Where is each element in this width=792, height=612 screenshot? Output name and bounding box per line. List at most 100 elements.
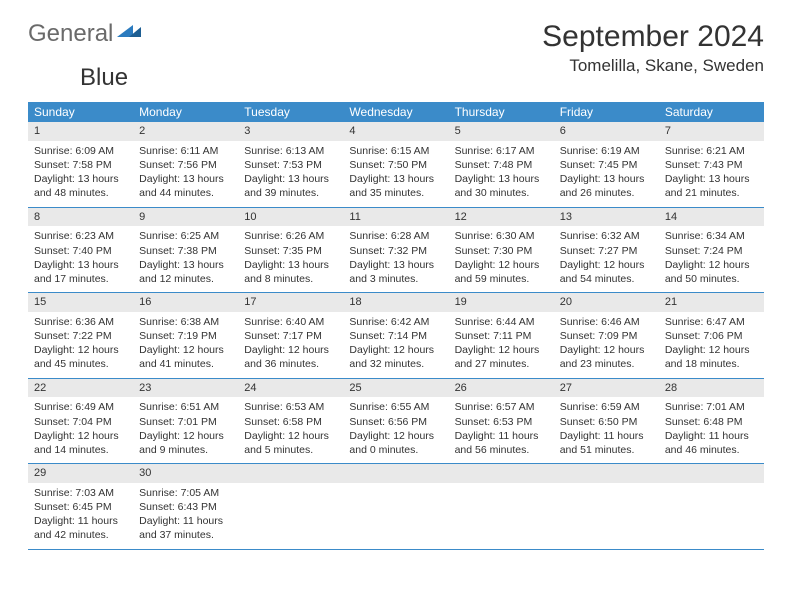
day-cell: 7Sunrise: 6:21 AMSunset: 7:43 PMDaylight… [659, 122, 764, 207]
sunset-text: Sunset: 6:53 PM [455, 415, 548, 429]
daylight-text: Daylight: 11 hours and 46 minutes. [665, 429, 758, 457]
weeks-container: 1Sunrise: 6:09 AMSunset: 7:58 PMDaylight… [28, 122, 764, 550]
sunrise-text: Sunrise: 6:46 AM [560, 315, 653, 329]
sunrise-text: Sunrise: 6:51 AM [139, 400, 232, 414]
week-row: 29Sunrise: 7:03 AMSunset: 6:45 PMDayligh… [28, 464, 764, 550]
day-number: 25 [343, 379, 448, 398]
day-body [238, 483, 343, 531]
sunset-text: Sunset: 7:24 PM [665, 244, 758, 258]
day-cell: 26Sunrise: 6:57 AMSunset: 6:53 PMDayligh… [449, 379, 554, 464]
week-row: 22Sunrise: 6:49 AMSunset: 7:04 PMDayligh… [28, 379, 764, 465]
logo-mark-icon [117, 20, 141, 48]
sunrise-text: Sunrise: 6:36 AM [34, 315, 127, 329]
day-body: Sunrise: 6:47 AMSunset: 7:06 PMDaylight:… [659, 312, 764, 378]
day-cell: 8Sunrise: 6:23 AMSunset: 7:40 PMDaylight… [28, 208, 133, 293]
day-body: Sunrise: 6:15 AMSunset: 7:50 PMDaylight:… [343, 141, 448, 207]
day-number: 11 [343, 208, 448, 227]
sunset-text: Sunset: 7:17 PM [244, 329, 337, 343]
day-number: 15 [28, 293, 133, 312]
day-number: 20 [554, 293, 659, 312]
day-number: 21 [659, 293, 764, 312]
sunset-text: Sunset: 6:56 PM [349, 415, 442, 429]
day-body: Sunrise: 6:13 AMSunset: 7:53 PMDaylight:… [238, 141, 343, 207]
sunset-text: Sunset: 7:19 PM [139, 329, 232, 343]
week-row: 1Sunrise: 6:09 AMSunset: 7:58 PMDaylight… [28, 122, 764, 208]
day-number: 1 [28, 122, 133, 141]
day-number [449, 464, 554, 483]
sunrise-text: Sunrise: 6:23 AM [34, 229, 127, 243]
dow-header-row: Sunday Monday Tuesday Wednesday Thursday… [28, 102, 764, 122]
daylight-text: Daylight: 11 hours and 37 minutes. [139, 514, 232, 542]
daylight-text: Daylight: 11 hours and 56 minutes. [455, 429, 548, 457]
sunrise-text: Sunrise: 6:30 AM [455, 229, 548, 243]
sunrise-text: Sunrise: 6:11 AM [139, 144, 232, 158]
sunrise-text: Sunrise: 6:17 AM [455, 144, 548, 158]
day-body: Sunrise: 6:53 AMSunset: 6:58 PMDaylight:… [238, 397, 343, 463]
sunset-text: Sunset: 7:43 PM [665, 158, 758, 172]
day-number: 6 [554, 122, 659, 141]
day-body: Sunrise: 6:40 AMSunset: 7:17 PMDaylight:… [238, 312, 343, 378]
day-cell: 24Sunrise: 6:53 AMSunset: 6:58 PMDayligh… [238, 379, 343, 464]
day-number [554, 464, 659, 483]
logo: General [28, 20, 141, 48]
day-cell: 15Sunrise: 6:36 AMSunset: 7:22 PMDayligh… [28, 293, 133, 378]
day-number: 24 [238, 379, 343, 398]
day-number: 22 [28, 379, 133, 398]
day-number: 30 [133, 464, 238, 483]
daylight-text: Daylight: 12 hours and 45 minutes. [34, 343, 127, 371]
day-cell [449, 464, 554, 549]
sunrise-text: Sunrise: 6:32 AM [560, 229, 653, 243]
day-number: 3 [238, 122, 343, 141]
logo-text-blue: Blue [80, 64, 128, 91]
daylight-text: Daylight: 13 hours and 21 minutes. [665, 172, 758, 200]
day-cell: 22Sunrise: 6:49 AMSunset: 7:04 PMDayligh… [28, 379, 133, 464]
sunset-text: Sunset: 6:50 PM [560, 415, 653, 429]
week-row: 15Sunrise: 6:36 AMSunset: 7:22 PMDayligh… [28, 293, 764, 379]
daylight-text: Daylight: 13 hours and 30 minutes. [455, 172, 548, 200]
sunset-text: Sunset: 7:53 PM [244, 158, 337, 172]
day-body: Sunrise: 6:30 AMSunset: 7:30 PMDaylight:… [449, 226, 554, 292]
day-number: 16 [133, 293, 238, 312]
day-number: 29 [28, 464, 133, 483]
day-number [343, 464, 448, 483]
day-body: Sunrise: 6:23 AMSunset: 7:40 PMDaylight:… [28, 226, 133, 292]
sunset-text: Sunset: 6:45 PM [34, 500, 127, 514]
daylight-text: Daylight: 11 hours and 42 minutes. [34, 514, 127, 542]
day-number: 5 [449, 122, 554, 141]
day-body: Sunrise: 6:42 AMSunset: 7:14 PMDaylight:… [343, 312, 448, 378]
daylight-text: Daylight: 12 hours and 18 minutes. [665, 343, 758, 371]
day-number: 19 [449, 293, 554, 312]
logo-text-general: General [28, 20, 113, 48]
day-cell: 11Sunrise: 6:28 AMSunset: 7:32 PMDayligh… [343, 208, 448, 293]
sunset-text: Sunset: 7:40 PM [34, 244, 127, 258]
day-body [659, 483, 764, 531]
sunrise-text: Sunrise: 6:25 AM [139, 229, 232, 243]
week-row: 8Sunrise: 6:23 AMSunset: 7:40 PMDaylight… [28, 208, 764, 294]
day-cell: 17Sunrise: 6:40 AMSunset: 7:17 PMDayligh… [238, 293, 343, 378]
sunrise-text: Sunrise: 6:34 AM [665, 229, 758, 243]
sunrise-text: Sunrise: 6:19 AM [560, 144, 653, 158]
day-cell: 12Sunrise: 6:30 AMSunset: 7:30 PMDayligh… [449, 208, 554, 293]
sunrise-text: Sunrise: 6:40 AM [244, 315, 337, 329]
daylight-text: Daylight: 12 hours and 5 minutes. [244, 429, 337, 457]
sunset-text: Sunset: 7:50 PM [349, 158, 442, 172]
day-cell: 29 Sunrise: 7:03 AMSunset: 6:45 PMDayligh… [28, 464, 133, 549]
day-number: 4 [343, 122, 448, 141]
day-body: Sunrise: 6:21 AMSunset: 7:43 PMDaylight:… [659, 141, 764, 207]
day-body: Sunrise: 6:11 AMSunset: 7:56 PMDaylight:… [133, 141, 238, 207]
daylight-text: Daylight: 12 hours and 54 minutes. [560, 258, 653, 286]
sunset-text: Sunset: 7:32 PM [349, 244, 442, 258]
day-body: Sunrise: 6:57 AMSunset: 6:53 PMDaylight:… [449, 397, 554, 463]
day-body: Sunrise: 7:05 AMSunset: 6:43 PMDaylight:… [133, 483, 238, 549]
sunrise-text: Sunrise: 6:09 AM [34, 144, 127, 158]
day-cell: 9Sunrise: 6:25 AMSunset: 7:38 PMDaylight… [133, 208, 238, 293]
daylight-text: Daylight: 13 hours and 44 minutes. [139, 172, 232, 200]
daylight-text: Daylight: 12 hours and 14 minutes. [34, 429, 127, 457]
day-cell: 3Sunrise: 6:13 AMSunset: 7:53 PMDaylight… [238, 122, 343, 207]
day-cell: 16Sunrise: 6:38 AMSunset: 7:19 PMDayligh… [133, 293, 238, 378]
sunrise-text: Sunrise: 7:03 AM [34, 486, 127, 500]
sunset-text: Sunset: 6:48 PM [665, 415, 758, 429]
sunset-text: Sunset: 7:04 PM [34, 415, 127, 429]
day-number: 23 [133, 379, 238, 398]
day-cell: 19Sunrise: 6:44 AMSunset: 7:11 PMDayligh… [449, 293, 554, 378]
